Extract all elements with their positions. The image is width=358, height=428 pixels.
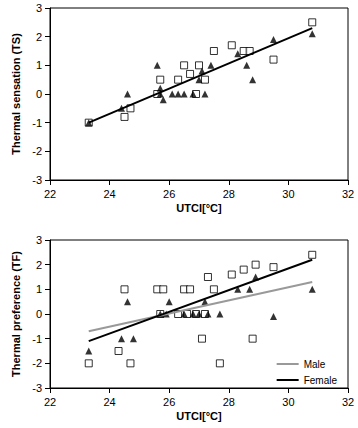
svg-text:22: 22 (44, 188, 56, 200)
svg-text:1: 1 (36, 283, 42, 295)
svg-text:-1: -1 (32, 333, 42, 345)
svg-text:28: 28 (223, 188, 235, 200)
svg-text:-3: -3 (32, 174, 42, 186)
svg-text:28: 28 (223, 396, 235, 408)
svg-text:26: 26 (163, 188, 175, 200)
svg-text:24: 24 (103, 396, 115, 408)
svg-text:32: 32 (342, 188, 354, 200)
svg-text:32: 32 (342, 396, 354, 408)
svg-text:Thermal preference (TF): Thermal preference (TF) (10, 251, 22, 377)
svg-text:UTCI[°C]: UTCI[°C] (176, 202, 222, 214)
svg-text:30: 30 (282, 396, 294, 408)
svg-text:-3: -3 (32, 382, 42, 394)
svg-text:3: 3 (36, 2, 42, 14)
svg-text:1: 1 (36, 59, 42, 71)
svg-text:-2: -2 (32, 357, 42, 369)
svg-text:22: 22 (44, 396, 56, 408)
svg-text:Thermal sensation (TS): Thermal sensation (TS) (10, 33, 22, 155)
svg-text:24: 24 (103, 188, 115, 200)
svg-text:Male: Male (304, 359, 326, 370)
svg-text:-1: -1 (32, 117, 42, 129)
svg-text:3: 3 (36, 234, 42, 246)
svg-text:26: 26 (163, 396, 175, 408)
svg-text:2: 2 (36, 259, 42, 271)
svg-text:0: 0 (36, 88, 42, 100)
svg-text:30: 30 (282, 188, 294, 200)
svg-text:Female: Female (304, 375, 338, 386)
svg-text:0: 0 (36, 308, 42, 320)
svg-text:-2: -2 (32, 145, 42, 157)
svg-text:2: 2 (36, 31, 42, 43)
svg-text:UTCI[°C]: UTCI[°C] (176, 410, 222, 422)
